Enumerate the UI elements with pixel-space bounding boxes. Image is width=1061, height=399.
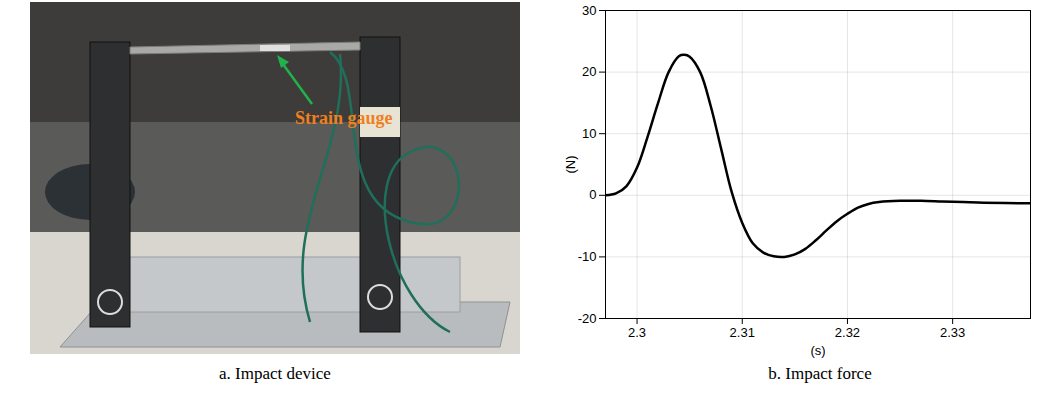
svg-text:(N): (N) — [563, 155, 578, 173]
html-text:b. Impact force: b. Impact force — [768, 364, 872, 383]
svg-text:2.3: 2.3 — [628, 325, 646, 340]
svg-text:30: 30 — [582, 3, 596, 18]
svg-text:0: 0 — [589, 187, 596, 202]
svg-text:-20: -20 — [578, 311, 597, 326]
svg-text:2.32: 2.32 — [835, 325, 860, 340]
svg-text:Strain gauge: Strain gauge — [295, 108, 393, 128]
svg-text:-10: -10 — [578, 249, 597, 264]
svg-text:2.31: 2.31 — [730, 325, 755, 340]
html-text:a. Impact device: a. Impact device — [219, 364, 331, 383]
svg-text:2.33: 2.33 — [940, 325, 965, 340]
svg-text:20: 20 — [582, 64, 596, 79]
svg-text:(s): (s) — [810, 343, 825, 358]
svg-text:10: 10 — [582, 126, 596, 141]
